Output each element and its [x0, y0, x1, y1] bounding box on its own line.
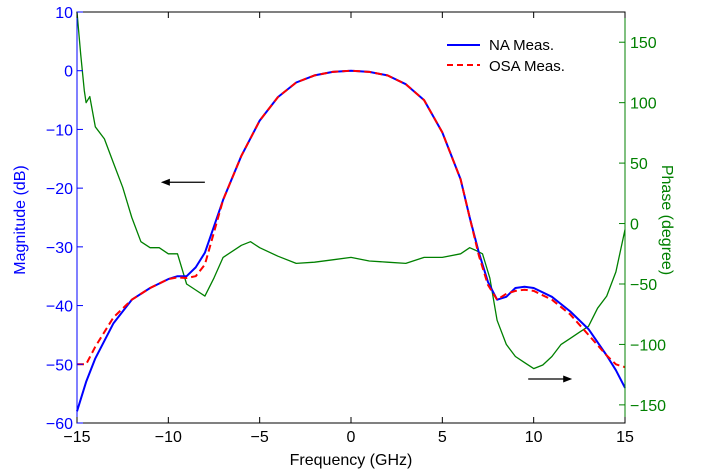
- y-right-tick-label: −50: [630, 277, 657, 294]
- annotation-layer: [160, 178, 573, 383]
- legend: NA Meas. OSA Meas.: [446, 32, 565, 75]
- arrow-to-right-axis-head: [563, 375, 573, 383]
- ticks-layer: −15 −10 −5 0 5 10 15−60−50−40−30−20−10010−150−…: [46, 5, 666, 446]
- x-tick-label: −10: [155, 429, 182, 446]
- series-phase: [76, 11, 626, 370]
- y-right-tick-label: 150: [630, 35, 657, 52]
- x-tick-label: 15: [616, 429, 634, 446]
- series-osa-meas: [77, 69, 626, 369]
- y-axis-label-left: Magnitude (dB): [12, 165, 29, 274]
- y-left-tick-label: 0: [64, 64, 73, 81]
- y-left-tick-label: 10: [55, 5, 73, 22]
- y-left-tick-label: −30: [46, 240, 73, 257]
- y-right-tick-label: 0: [630, 217, 639, 234]
- y-left-tick-label: −50: [46, 357, 73, 374]
- y-left-tick-label: −40: [46, 299, 73, 316]
- x-tick-label: 10: [525, 429, 543, 446]
- x-tick-label: 5: [438, 429, 447, 446]
- y-left-tick-label: −20: [46, 181, 73, 198]
- y-right-tick-label: −150: [630, 398, 666, 415]
- arrow-to-left-axis-head: [160, 178, 170, 186]
- series-layer: [76, 11, 626, 412]
- x-tick-label: −5: [251, 429, 269, 446]
- x-tick-label: 0: [347, 429, 356, 446]
- y-left-tick-label: −60: [46, 416, 73, 433]
- y-right-tick-label: 100: [630, 96, 657, 113]
- y-right-tick-label: −100: [630, 337, 666, 354]
- legend-label-osa: OSA Meas.: [489, 58, 565, 75]
- x-axis-label: Frequency (GHz): [290, 452, 413, 469]
- y-axis-label-right: Phase (degree): [658, 165, 675, 275]
- legend-label-na: NA Meas.: [489, 37, 554, 54]
- y-right-tick-label: 50: [630, 156, 648, 173]
- y-left-tick-label: −10: [46, 122, 73, 139]
- x-tick-label: −15: [63, 429, 90, 446]
- legend-background: [446, 32, 480, 52]
